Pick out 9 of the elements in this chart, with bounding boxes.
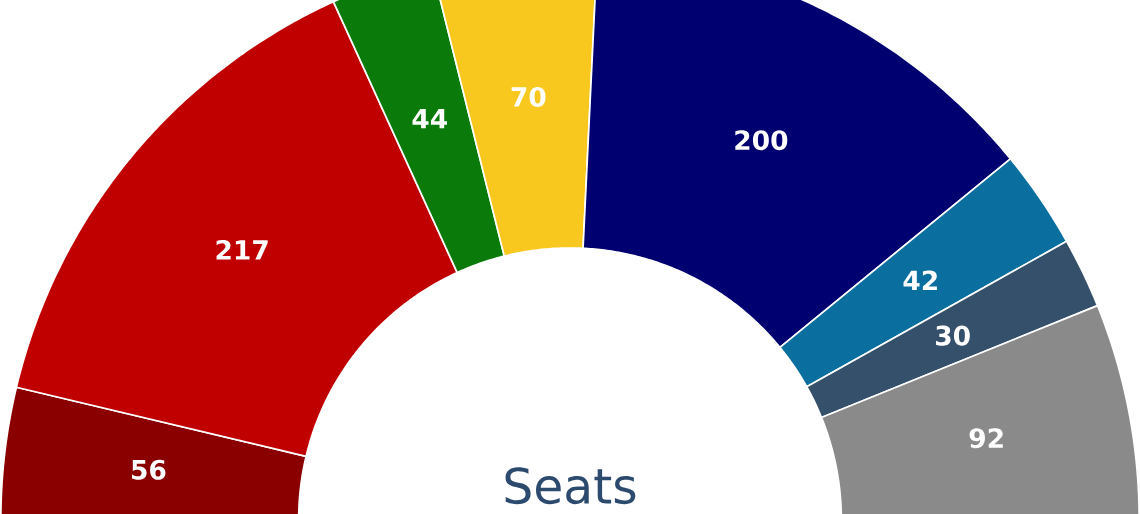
data-label: 70: [511, 86, 546, 107]
data-label: 217: [216, 239, 268, 260]
data-label: 56: [132, 459, 166, 480]
data-label: 42: [903, 270, 937, 291]
data-label: 44: [412, 109, 447, 129]
data-label: 30: [936, 325, 970, 346]
data-label: 200: [735, 130, 788, 151]
data-label: 92: [969, 428, 1003, 449]
text: Seats: [505, 467, 636, 505]
